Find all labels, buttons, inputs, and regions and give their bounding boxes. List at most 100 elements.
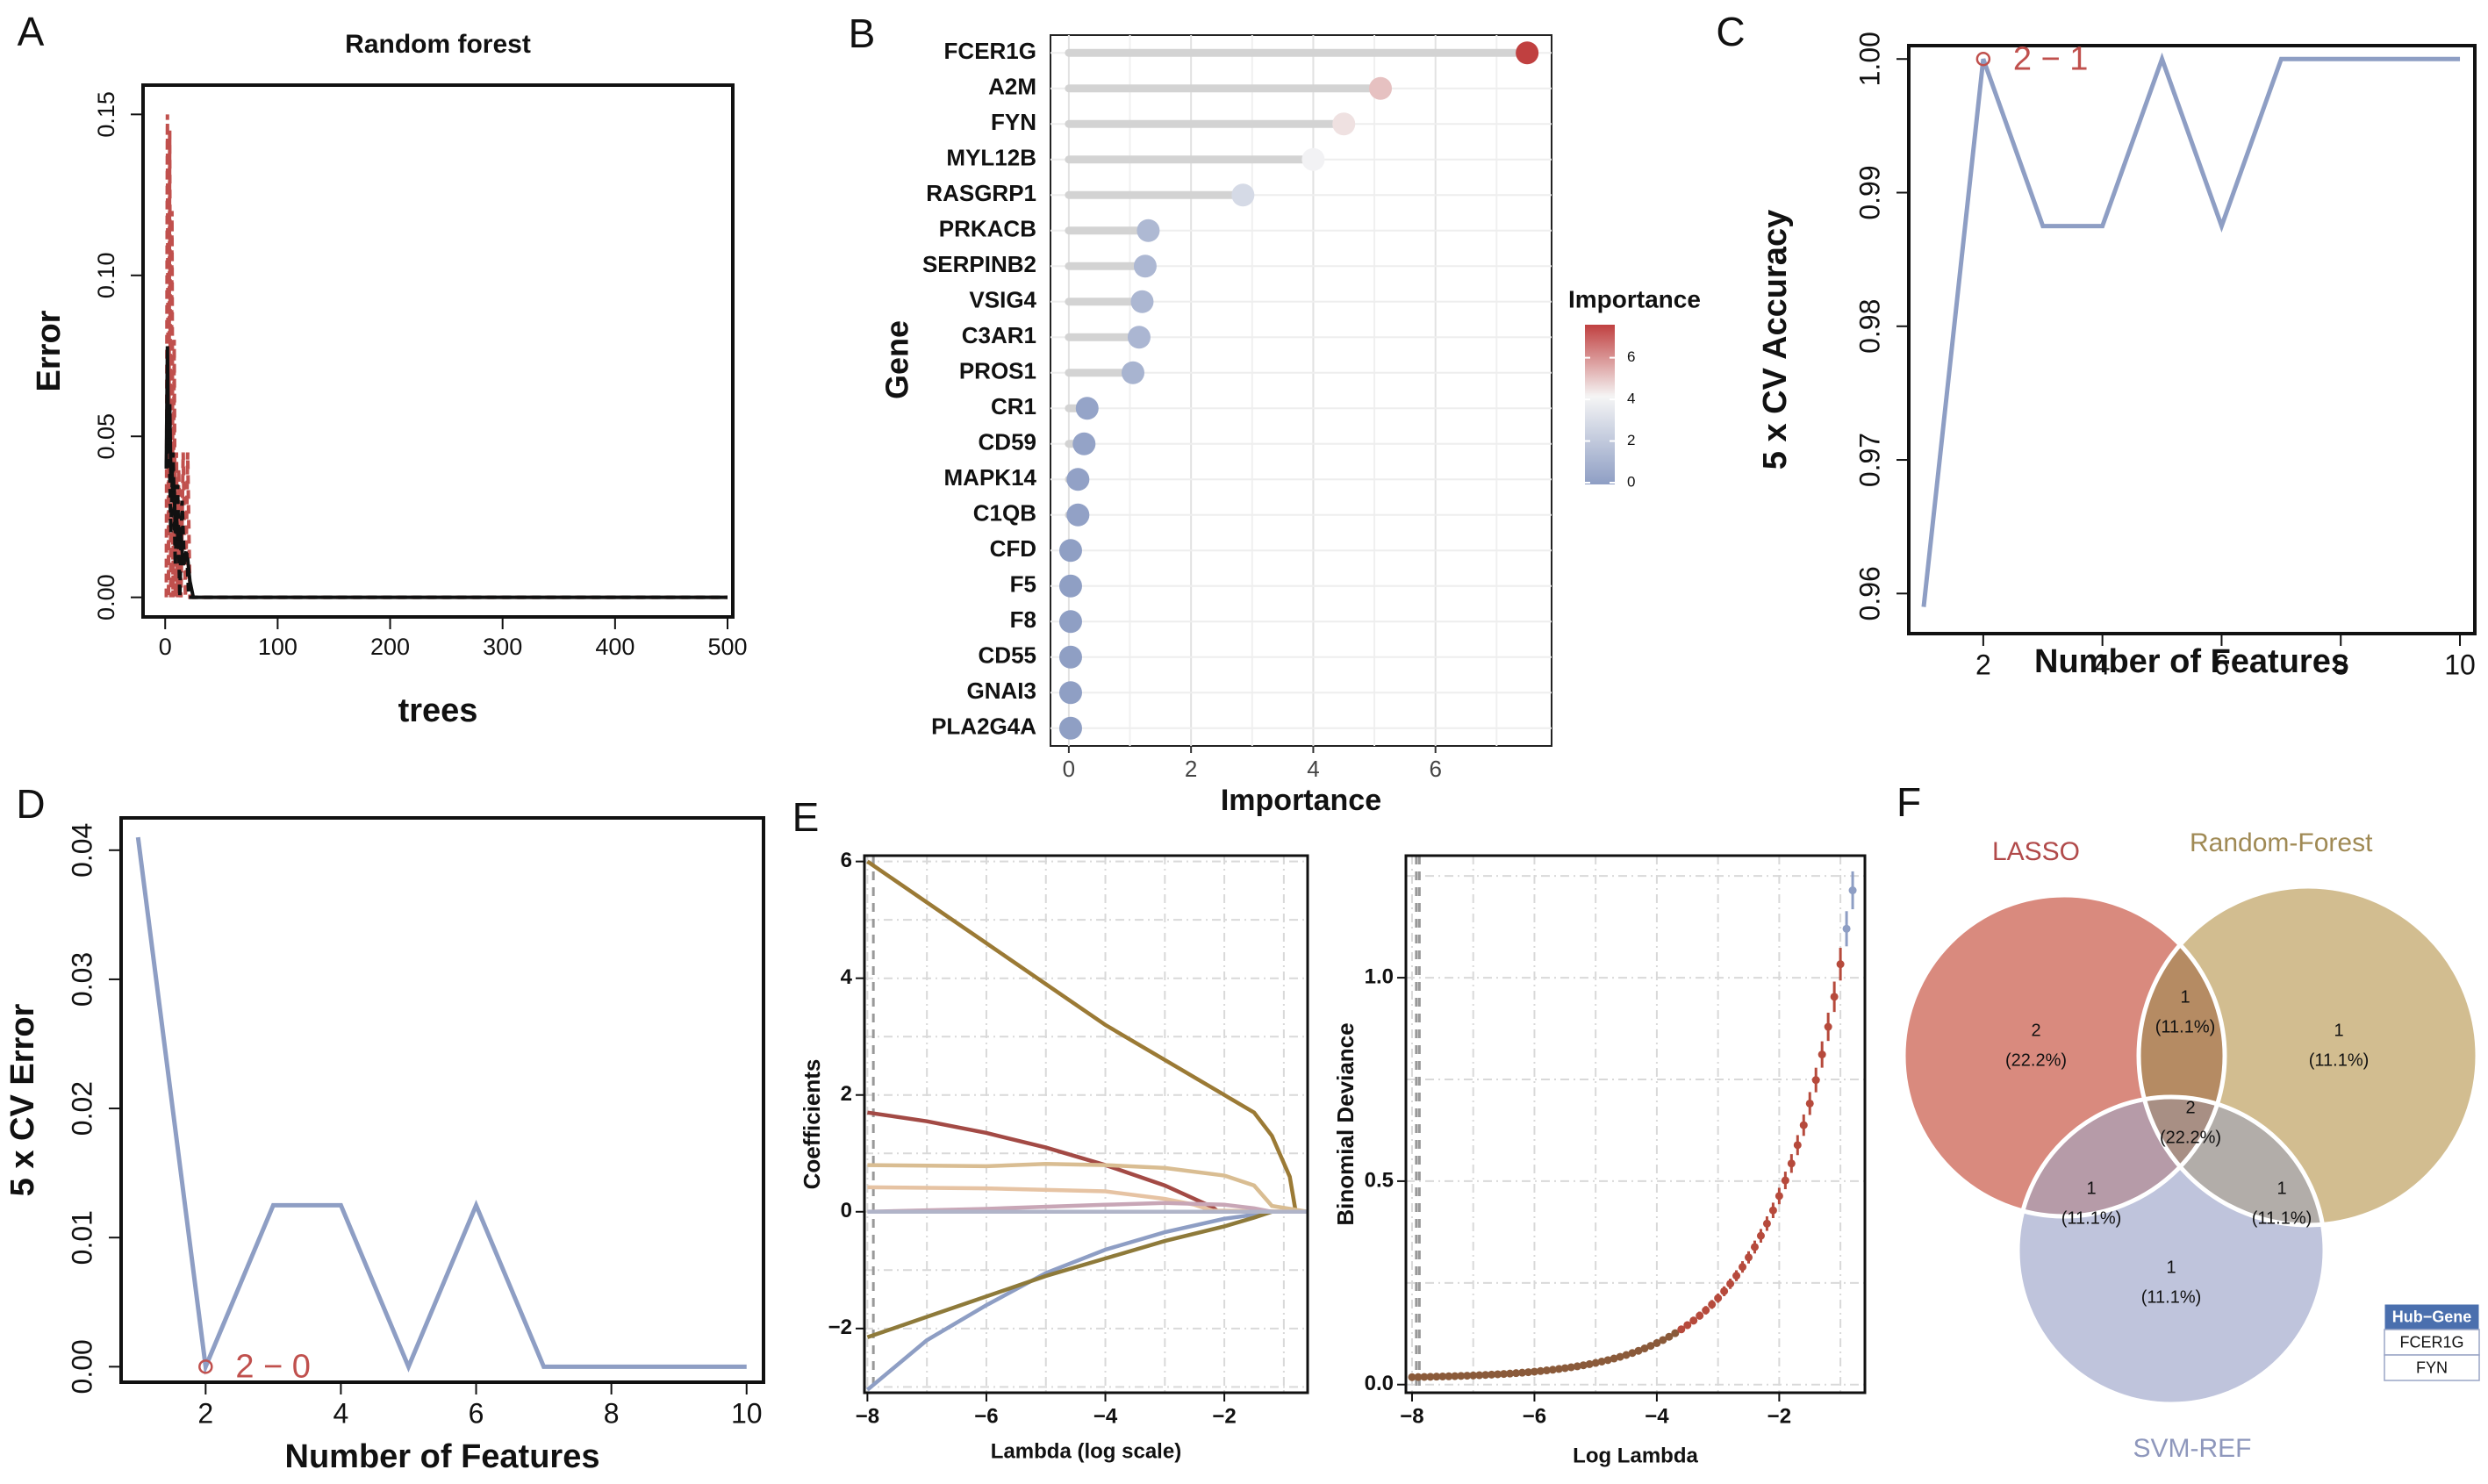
venn-set-label: LASSO (1992, 837, 2080, 866)
gene-label: A2M (988, 74, 1036, 100)
deviance-point (1762, 1219, 1771, 1228)
hub-table-header (2384, 1303, 2480, 1330)
deviance-point (1775, 1192, 1783, 1201)
deviance-point (1739, 1263, 1747, 1272)
deviance-point (1787, 1159, 1796, 1168)
deviance-point (1683, 1321, 1692, 1330)
deviance-point (1830, 993, 1839, 1001)
coefficient-path-1 (866, 859, 1308, 1215)
panel-a-chart: Random forest 0 100 200 300 400 500 0.00 0.05 0.1… (31, 30, 748, 729)
deviance-point (1548, 1366, 1557, 1374)
x-tick-label: −2 (1767, 1404, 1791, 1428)
y-tick-label: 0 (841, 1199, 852, 1222)
deviance-point (1671, 1329, 1680, 1337)
y-axis-label: Gene (879, 320, 915, 399)
y-axis-label: Coefficients (799, 1059, 825, 1190)
deviance-point (1818, 1050, 1826, 1059)
plot-frame (119, 816, 765, 1384)
error-series-3 (164, 404, 728, 599)
gene-label: GNAI3 (967, 677, 1036, 704)
venn-region-percent: (11.1%) (2141, 1287, 2202, 1307)
deviance-point (1677, 1325, 1686, 1334)
y-tick-label: 4 (841, 965, 853, 989)
panel-letter-f: F (1896, 779, 1921, 825)
panel-letter-e: E (792, 794, 820, 840)
gene-label: MYL12B (946, 145, 1036, 171)
lollipop-point (1130, 290, 1154, 313)
x-tick-label: −4 (1645, 1404, 1669, 1428)
lollipop-point (1072, 432, 1096, 455)
lollipop-point (1058, 716, 1082, 740)
deviance-point (1732, 1272, 1741, 1280)
deviance-point (1634, 1346, 1643, 1355)
hub-table-cell: FYN (2416, 1359, 2448, 1376)
lollipop-point (1122, 361, 1145, 384)
y-tick-label: 0.96 (1853, 566, 1885, 620)
gene-label: MAPK14 (944, 464, 1037, 491)
x-tick-label: 300 (483, 634, 522, 660)
deviance-point (1579, 1361, 1588, 1370)
deviance-point (1750, 1243, 1759, 1251)
deviance-point (1756, 1231, 1765, 1240)
x-tick-label: 0 (1063, 756, 1075, 782)
x-tick-label: −2 (1212, 1404, 1236, 1428)
lollipop-point (1058, 610, 1082, 634)
coefficient-path-2 (867, 1110, 1308, 1215)
lollipop-point (1058, 539, 1082, 563)
legend-tick-label: 6 (1627, 348, 1635, 365)
x-axis-label: Number of Features (285, 1438, 600, 1475)
x-tick-label: 10 (2444, 649, 2476, 680)
y-tick-label: 0.04 (66, 823, 97, 878)
deviance-point (1414, 1373, 1423, 1381)
venn-region-count: 1 (2166, 1258, 2176, 1277)
panel-e1-chart: −8 −6 −4 −2 −2 0 2 4 6 Lambda (log scale) Coeffici… (799, 849, 1309, 1463)
x-tick-label: 6 (2214, 649, 2230, 680)
lollipop-point (1301, 147, 1325, 171)
chart-title: Random forest (345, 30, 531, 59)
y-tick-label: 0.0 (1365, 1372, 1394, 1395)
y-tick-label: 0.97 (1853, 433, 1885, 487)
panel-letter-d: D (16, 781, 45, 827)
plot-frame (141, 83, 735, 619)
venn-region-percent: (11.1%) (2155, 1017, 2216, 1036)
venn-set-label: SVM-REF (2133, 1434, 2252, 1463)
y-tick-label: 0.05 (93, 413, 119, 460)
venn-region-count: 1 (2334, 1021, 2343, 1040)
gene-label: F5 (1010, 571, 1036, 598)
gene-label: VSIG4 (969, 287, 1036, 313)
gene-label: C3AR1 (962, 322, 1036, 348)
gene-label: PLA2G4A (931, 713, 1036, 740)
venn-region-percent: (22.2%) (2160, 1128, 2221, 1147)
y-tick-label: 1.0 (1365, 964, 1394, 988)
y-tick-label: 2 (841, 1082, 852, 1106)
deviance-point (1824, 1022, 1832, 1031)
venn-overlap-region (2139, 1097, 2325, 1225)
gene-label: CD55 (979, 642, 1036, 669)
deviance-point (1536, 1366, 1545, 1375)
x-tick-label: −8 (1400, 1404, 1423, 1428)
deviance-point (1426, 1373, 1435, 1381)
venn-outline (2015, 1094, 2327, 1407)
panel-e2-chart: −8 −6 −4 −2 0.0 0.5 1.0 Log Lambda Binomial Devi… (1332, 854, 1867, 1467)
y-tick-label: 1.00 (1853, 32, 1885, 86)
gene-label: F8 (1010, 606, 1036, 633)
deviance-point (1622, 1351, 1631, 1359)
legend-tick-label: 2 (1627, 432, 1635, 448)
lollipop-point (1066, 468, 1090, 491)
best-point-label: 2 − 0 (235, 1348, 311, 1385)
x-tick-label: 200 (370, 634, 410, 660)
venn-region-count: 1 (2180, 987, 2190, 1007)
deviance-point (1542, 1366, 1551, 1375)
deviance-point (1512, 1369, 1521, 1378)
x-tick-label: 100 (258, 634, 298, 660)
lollipop-point (1058, 574, 1082, 598)
venn-region-count: 2 (2031, 1021, 2040, 1040)
x-tick-label: 400 (595, 634, 635, 660)
venn-overlap-group (2018, 1097, 2225, 1216)
deviance-point (1696, 1311, 1704, 1320)
deviance-point (1811, 1076, 1820, 1085)
x-tick-label: 4 (333, 1397, 349, 1429)
gene-label: RASGRP1 (926, 180, 1036, 206)
deviance-point (1494, 1370, 1502, 1379)
deviance-point (1432, 1373, 1441, 1381)
